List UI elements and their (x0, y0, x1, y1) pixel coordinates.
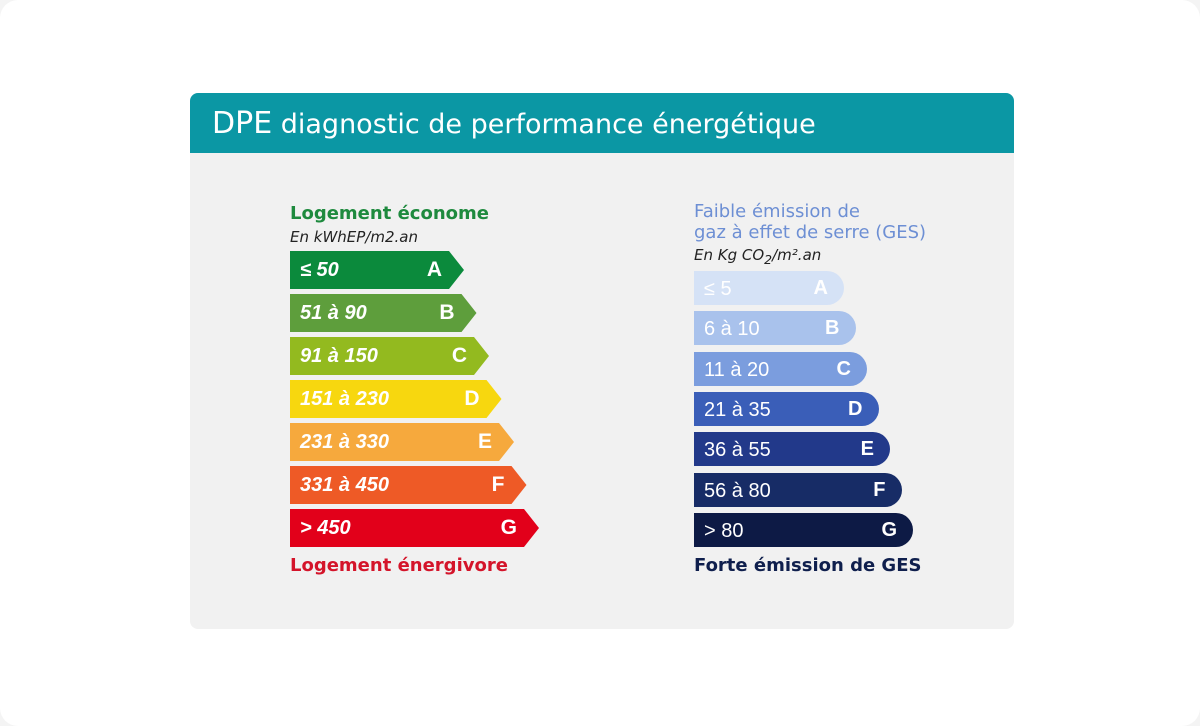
ges-bar-range: 36 à 55 (704, 439, 771, 462)
ges-bar-e: 36 à 55 E (694, 432, 890, 467)
energy-bar-grade: D (464, 387, 480, 410)
ges-heading: Faible émission de gaz à effet de serre … (694, 201, 954, 243)
ges-bar-range: 11 à 20 (704, 358, 770, 381)
ges-bar-grade: C (836, 357, 851, 380)
energy-bar-range: > 450 (300, 517, 351, 539)
ges-bar-f: 56 à 80 F (694, 472, 902, 507)
energy-bar-g: > 450 G (290, 509, 539, 547)
ges-unit-prefix: En Kg CO (694, 246, 765, 264)
ges-bar-grade: D (848, 397, 863, 420)
ges-bar-c: 11 à 20 C (694, 351, 867, 386)
ges-heading-line1: Faible émission de (694, 201, 860, 222)
ges-unit-suffix: /m².an (772, 246, 822, 264)
energy-unit: En kWhEP/m2.an (290, 228, 418, 246)
ges-bar-range: 21 à 35 (704, 398, 771, 421)
energy-bar-grade: B (439, 301, 455, 324)
ges-bar-grade: B (825, 317, 840, 340)
energy-bar-grade: C (451, 344, 467, 367)
ges-bar-grade: G (881, 518, 897, 541)
ges-bar-grade: A (813, 277, 828, 299)
energy-bar-e: 231 à 330 E (290, 423, 514, 461)
energy-bar-grade: E (477, 430, 492, 453)
ges-bar-d: 21 à 35 D (694, 391, 879, 426)
title-text: diagnostic de performance énergétique (280, 109, 816, 140)
card-header: DPE diagnostic de performance énergétiqu… (190, 93, 1014, 153)
energy-bar-range: 151 à 230 (300, 388, 389, 410)
energy-bar-grade: F (491, 473, 505, 496)
energy-footer: Logement énergivore (290, 555, 508, 576)
energy-bar-range: 231 à 330 (300, 431, 389, 453)
ges-bar-range: 56 à 80 (704, 479, 771, 502)
ges-bar-b: 6 à 10 B (694, 311, 856, 346)
ges-heading-line2: gaz à effet de serre (GES) (694, 222, 927, 243)
energy-bar-d: 151 à 230 D (290, 380, 502, 418)
energy-bar-f: 331 à 450 F (290, 466, 527, 504)
ges-bar-a: ≤ 5 A (694, 271, 844, 305)
ges-unit-subscript: 2 (764, 252, 773, 267)
energy-bar-grade: A (426, 258, 442, 281)
ges-bar-g: > 80 G (694, 512, 913, 547)
energy-bar-range: ≤ 50 (300, 259, 339, 281)
ges-bar-range: ≤ 5 (704, 278, 732, 300)
energy-bar-grade: G (500, 516, 517, 539)
dpe-card: DPE diagnostic de performance énergétiqu… (190, 93, 1014, 629)
ges-bar-range: > 80 (704, 519, 744, 542)
energy-bar-range: 91 à 150 (300, 345, 378, 367)
energy-bar-c: 91 à 150 C (290, 337, 489, 375)
energy-heading: Logement économe (290, 203, 489, 224)
energy-bar-range: 331 à 450 (300, 474, 389, 496)
ges-footer: Forte émission de GES (694, 555, 922, 576)
ges-bar-grade: E (860, 438, 874, 461)
ges-bar-range: 6 à 10 (704, 318, 760, 341)
card-title: DPE diagnostic de performance énergétiqu… (212, 106, 816, 141)
title-abbreviation: DPE (212, 106, 273, 141)
energy-bar-range: 51 à 90 (300, 302, 367, 324)
energy-bar-b: 51 à 90 B (290, 294, 477, 332)
energy-bar-a: ≤ 50 A (290, 251, 464, 289)
ges-unit: En Kg CO2/m².an (694, 246, 821, 267)
ges-bar-grade: F (873, 478, 886, 501)
